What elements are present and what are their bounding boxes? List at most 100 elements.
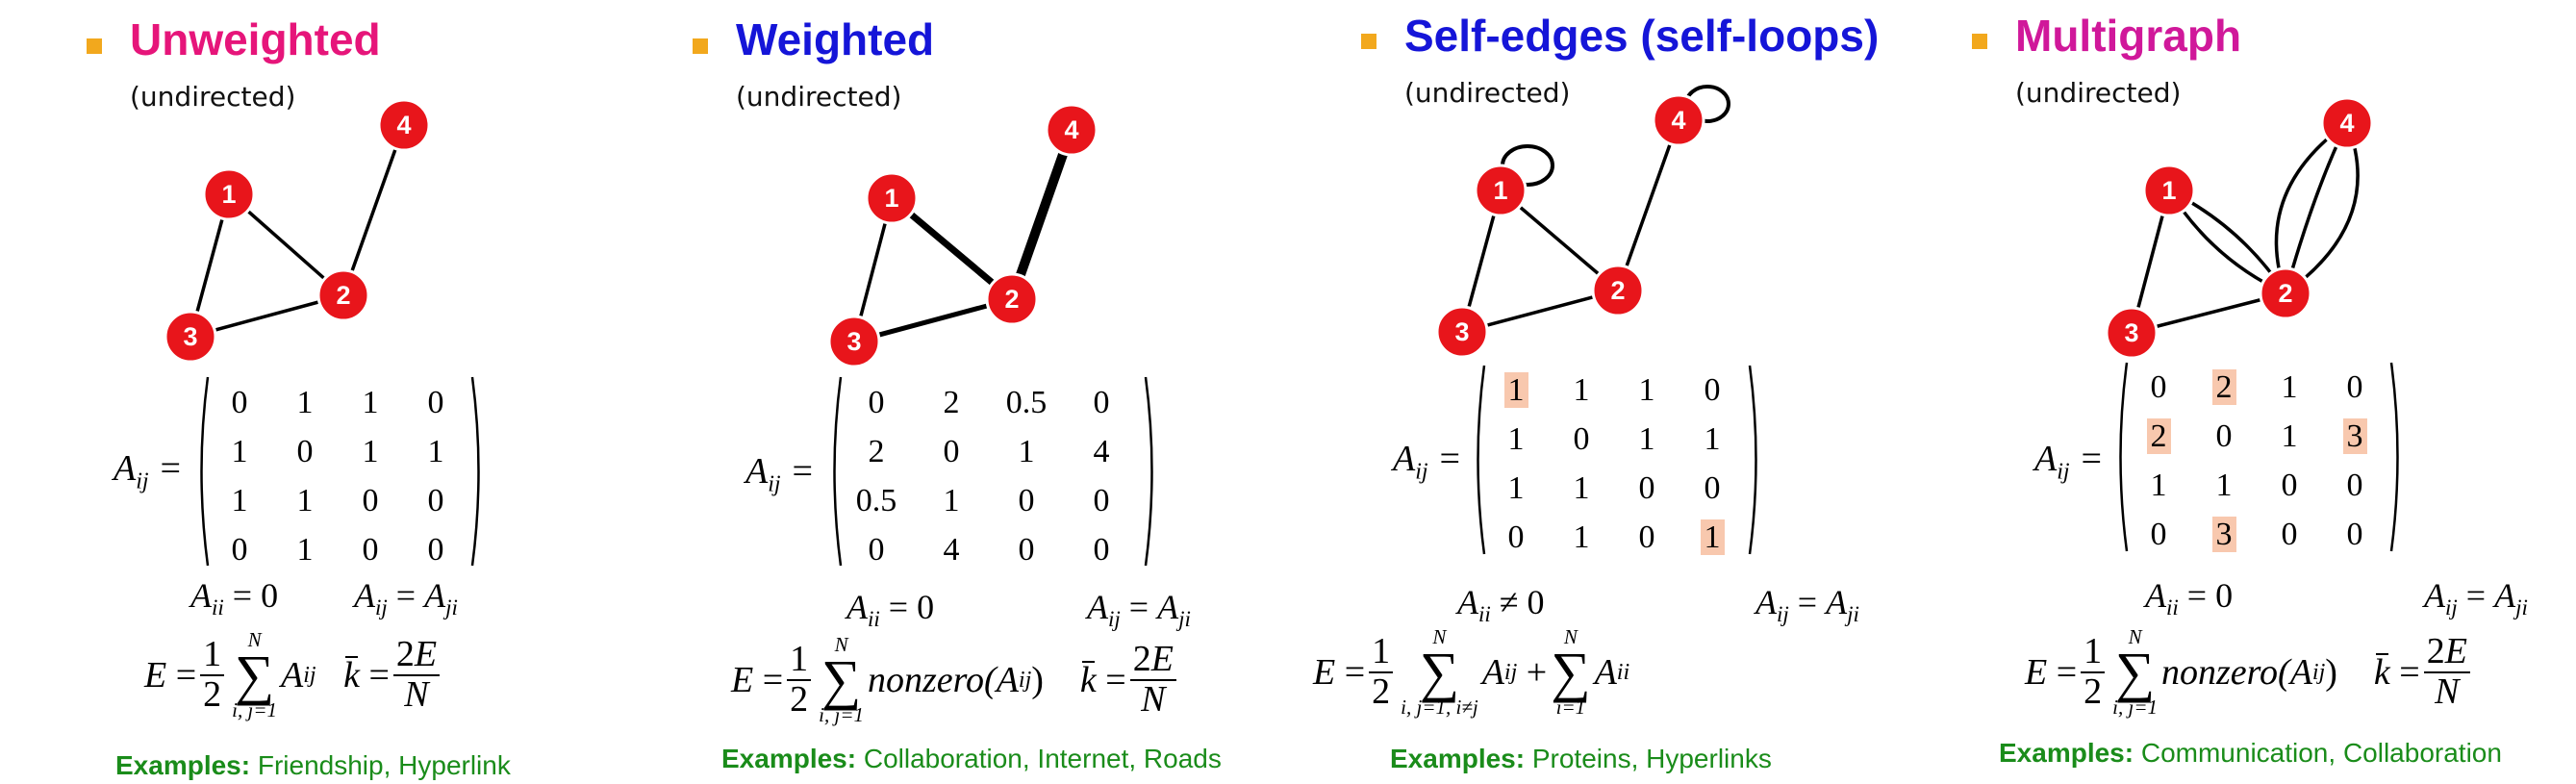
matrix-cell: 0 xyxy=(1704,470,1721,506)
matrix-cell: 3 xyxy=(2322,412,2387,461)
matrix-cell: 1 xyxy=(1704,421,1721,457)
edge-3-2 xyxy=(1460,289,1620,334)
matrix-cell: 1 xyxy=(1573,519,1590,555)
matrix-cell: 0 xyxy=(1573,421,1590,457)
svg-text:1: 1 xyxy=(221,180,236,209)
svg-text:2: 2 xyxy=(336,281,350,310)
bullet-icon xyxy=(87,38,102,54)
matrix-cell: 0 xyxy=(362,483,379,518)
adjacency-matrix: 0 2 0.5 0 2 0 1 4 0.5 1 0 0 0 4 0 0 xyxy=(839,378,1139,574)
bullet-icon xyxy=(1361,34,1376,49)
matrix-cell: 0 xyxy=(2346,369,2363,405)
matrix-cell: 1 xyxy=(231,483,248,518)
matrix-cell: 0 xyxy=(362,532,379,568)
matrix-cell: 0 xyxy=(2346,517,2363,552)
matrix-cell: 3 xyxy=(2191,510,2257,559)
matrix-cell: 4 xyxy=(1093,434,1110,469)
edge-3-2 xyxy=(851,296,1015,344)
diagonal-property: Aii = 0 xyxy=(2145,576,2234,620)
panel-unweighted: Unweighted (undirected) 1 2 3 4 Aij = 0 1… xyxy=(0,0,654,784)
matrix-cell: 0 xyxy=(2281,468,2298,503)
bullet-icon xyxy=(693,38,708,54)
node-1: 1 xyxy=(2142,164,2196,217)
symmetry-property: Aij = Aji xyxy=(2424,576,2528,620)
diagonal-property: Aii ≠ 0 xyxy=(1457,583,1545,627)
svg-text:4: 4 xyxy=(396,111,411,139)
node-4: 4 xyxy=(377,98,431,152)
matrix-cell: 1 xyxy=(427,434,444,469)
matrix-cell: 0 xyxy=(2281,517,2298,552)
symmetry-property: Aij = Aji xyxy=(1755,583,1859,627)
node-1: 1 xyxy=(865,171,919,225)
svg-text:2: 2 xyxy=(1610,276,1625,305)
examples-text: Examples: Collaboration, Internet, Roads xyxy=(721,744,1222,773)
matrix-cell: 0 xyxy=(427,483,444,518)
node-2: 2 xyxy=(985,272,1039,326)
matrix-cell: 1 xyxy=(296,483,314,518)
matrix-cell: 0 xyxy=(868,532,885,568)
node-2: 2 xyxy=(1591,264,1645,317)
matrix-cell: 0 xyxy=(231,532,248,568)
svg-text:2: 2 xyxy=(2278,279,2292,308)
panel-subtitle: (undirected) xyxy=(1404,77,1571,109)
matrix-cell: 1 xyxy=(2215,468,2233,503)
node-3: 3 xyxy=(164,310,217,364)
matrix-cell: 4 xyxy=(943,532,960,568)
svg-text:4: 4 xyxy=(2339,109,2354,138)
node-4: 4 xyxy=(1045,103,1099,157)
matrix-cell: 0 xyxy=(1638,470,1655,506)
matrix-cell: 1 xyxy=(296,385,314,420)
matrix-bracket-left xyxy=(200,376,210,567)
matrix-cell: 1 xyxy=(296,532,314,568)
matrix-cell: 1 xyxy=(943,483,960,518)
panel-subtitle: (undirected) xyxy=(130,81,296,113)
matrix-cell: 0 xyxy=(943,434,960,469)
panel-title: Self-edges (self-loops) xyxy=(1404,11,1880,61)
matrix-cell: 1 xyxy=(1573,372,1590,408)
matrix-cell: 1 xyxy=(1483,366,1549,415)
matrix-bracket-right xyxy=(1748,365,1757,555)
matrix-bracket-right xyxy=(470,376,480,567)
diag-value: = 0 xyxy=(232,576,279,615)
matrix-cell: 0 xyxy=(427,385,444,420)
matrix-label: Aij = xyxy=(114,448,183,494)
symmetry-property: Aij = Aji xyxy=(354,576,458,620)
matrix-cell: 1 xyxy=(1638,421,1655,457)
matrix-bracket-right xyxy=(1144,376,1153,567)
matrix-cell: 0 xyxy=(2150,517,2167,552)
graph-self-edges: 1 2 3 4 xyxy=(1435,85,1730,359)
examples-text: Examples: Proteins, Hyperlinks xyxy=(1390,744,1772,773)
matrix-cell: 0 xyxy=(1093,385,1110,420)
matrix-cell: 0.5 xyxy=(855,483,897,518)
matrix-cell: 0.5 xyxy=(1005,385,1048,420)
svg-text:2: 2 xyxy=(1004,285,1019,314)
matrix-cell: 1 xyxy=(362,434,379,469)
matrix-cell: 0 xyxy=(2215,418,2233,454)
svg-text:3: 3 xyxy=(183,322,197,351)
node-1: 1 xyxy=(1474,164,1528,217)
node-3: 3 xyxy=(827,315,881,368)
matrix-cell: 0 xyxy=(1018,483,1035,518)
matrix-bracket-left xyxy=(833,376,843,567)
matrix-cell: 0 xyxy=(2150,369,2167,405)
matrix-cell: 1 xyxy=(2281,418,2298,454)
matrix-cell: 0 xyxy=(868,385,885,420)
matrix-bracket-right xyxy=(2389,362,2399,552)
panel-title: Weighted xyxy=(736,14,935,64)
svg-text:4: 4 xyxy=(1064,115,1078,144)
node-3: 3 xyxy=(2105,306,2159,360)
matrix-label: Aij = xyxy=(2034,439,2104,485)
examples-text: Examples: Friendship, Hyperlink xyxy=(115,750,511,780)
node-4: 4 xyxy=(1652,93,1705,147)
matrix-cell: 0 xyxy=(1638,519,1655,555)
panel-self-edges: Self-edges (self-loops) (undirected) 1 2… xyxy=(1308,0,1943,784)
svg-text:3: 3 xyxy=(1454,317,1469,346)
matrix-cell: 0 xyxy=(1018,532,1035,568)
svg-text:1: 1 xyxy=(1493,176,1507,205)
matrix-label: Aij = xyxy=(745,451,815,497)
matrix-cell: 0 xyxy=(296,434,314,469)
svg-text:1: 1 xyxy=(2161,176,2176,205)
